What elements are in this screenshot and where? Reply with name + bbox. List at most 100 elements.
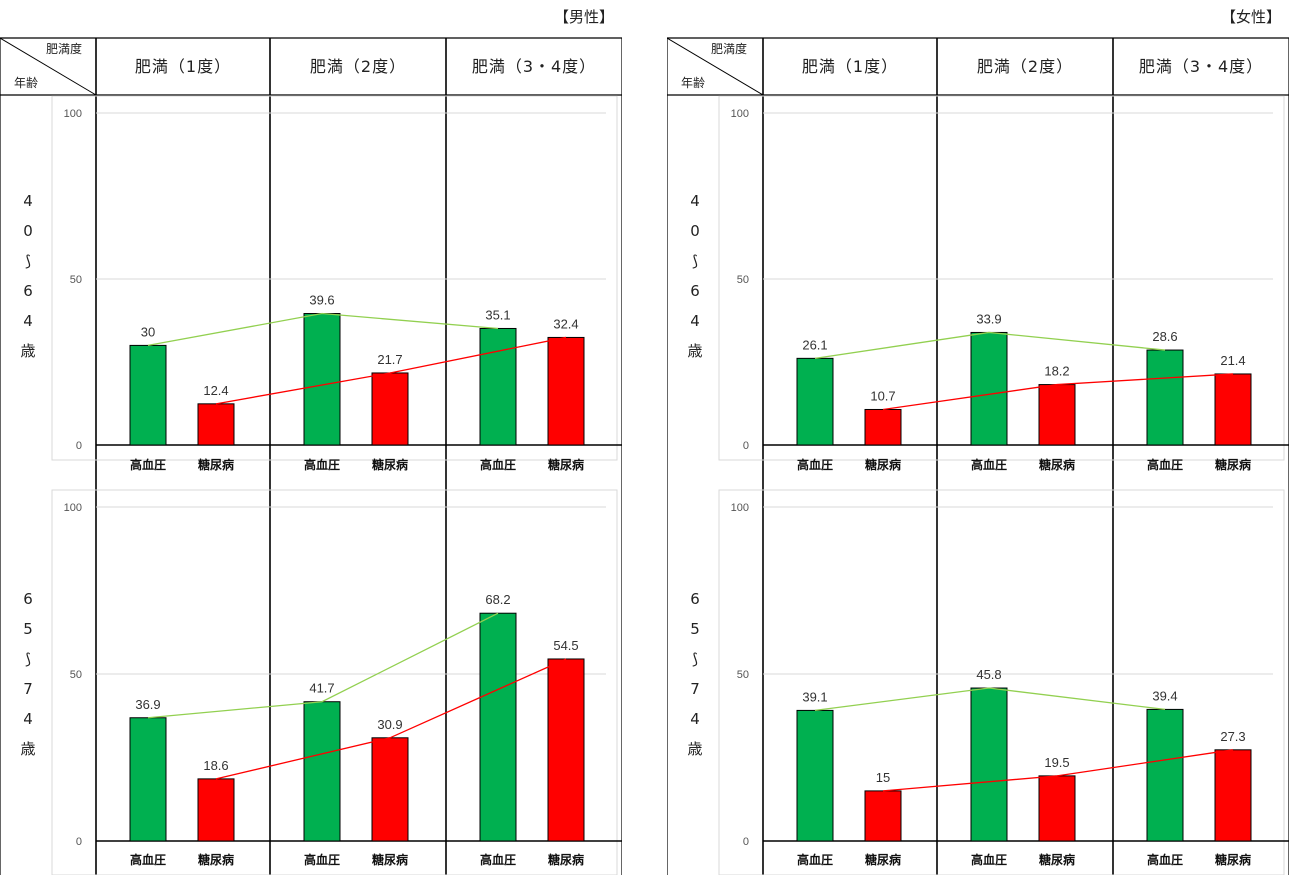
data-label: 54.5 — [553, 638, 578, 653]
data-label: 26.1 — [802, 337, 827, 352]
column-header-obesity-3-4: 肥満（3・4度） — [1138, 57, 1264, 76]
gender-label: 【男性】 — [553, 8, 614, 26]
bar — [129, 344, 167, 446]
data-label: 33.9 — [976, 311, 1001, 326]
age-char: 6 — [690, 590, 700, 608]
male-chart-grid: 05010030高血圧39.6高血圧35.1高血圧12.4糖尿病21.7糖尿病3… — [0, 37, 622, 875]
plot-area-frame — [51, 95, 618, 461]
bar-category-label: 糖尿病 — [1215, 852, 1251, 867]
diabetes-trend-line — [882, 749, 1234, 792]
corner-label-age: 年齢 — [14, 76, 39, 90]
data-label: 30 — [141, 324, 155, 339]
bar-category-label: 高血圧 — [480, 852, 516, 867]
age-char: 4 — [690, 192, 700, 210]
data-label: 21.7 — [377, 352, 402, 367]
bar — [1038, 384, 1076, 446]
age-char: 0 — [690, 222, 700, 240]
column-header-obesity-1: 肥満（1度） — [134, 57, 232, 76]
bar — [479, 327, 517, 446]
bar — [970, 687, 1008, 842]
bar — [970, 331, 1008, 446]
bar-category-label: 高血圧 — [797, 852, 833, 867]
bar — [547, 336, 585, 446]
age-char: ⟆ — [25, 650, 31, 668]
bar — [796, 709, 834, 842]
bar — [547, 658, 585, 842]
y-tick-label: 0 — [76, 440, 82, 452]
age-char: 5 — [23, 620, 33, 638]
data-label: 32.4 — [553, 316, 578, 331]
bar — [1214, 373, 1252, 446]
bar — [303, 313, 341, 446]
bar-category-label: 高血圧 — [971, 457, 1007, 472]
age-label-65-74: 6 5 ⟆ 7 4 歳 — [685, 584, 705, 764]
plot-area-frame — [718, 489, 1285, 875]
hypertension-trend-line — [147, 312, 499, 347]
bar — [303, 701, 341, 842]
data-label: 45.8 — [976, 667, 1001, 682]
age-char: 歳 — [20, 342, 36, 360]
hypertension-trend-line — [814, 687, 1166, 712]
bar-category-label: 糖尿病 — [1039, 852, 1075, 867]
age-label-65-74: 6 5 ⟆ 7 4 歳 — [18, 584, 38, 764]
bar-category-label: 糖尿病 — [372, 852, 408, 867]
data-label: 39.6 — [309, 293, 334, 308]
bar — [1038, 775, 1076, 842]
age-char: ⟆ — [692, 252, 698, 270]
bar-category-label: 高血圧 — [304, 457, 340, 472]
bar — [1146, 349, 1184, 446]
bar — [864, 408, 902, 446]
hypertension-trend-line — [147, 612, 499, 719]
y-tick-label: 100 — [64, 108, 82, 120]
age-char: 5 — [690, 620, 700, 638]
bar — [864, 790, 902, 842]
age-char: 4 — [23, 312, 33, 330]
diabetes-trend-line — [215, 658, 567, 780]
column-header-obesity-2: 肥満（2度） — [976, 57, 1074, 76]
age-char: 6 — [23, 282, 33, 300]
bar-category-label: 糖尿病 — [865, 457, 901, 472]
bar-category-label: 糖尿病 — [1215, 457, 1251, 472]
age-char: 0 — [23, 222, 33, 240]
y-tick-label: 0 — [76, 836, 82, 848]
bar — [197, 778, 235, 842]
data-label: 27.3 — [1220, 729, 1245, 744]
age-char: 歳 — [687, 740, 703, 758]
bar — [129, 717, 167, 842]
corner-diagonal — [667, 37, 764, 96]
bar-category-label: 糖尿病 — [548, 457, 584, 472]
female-panel: 【女性】 肥満度 年齢 肥満（1度） 肥満（2度） 肥満（3・4度） 4 0 ⟆… — [667, 0, 1289, 875]
data-label: 30.9 — [377, 717, 402, 732]
corner-diagonal — [0, 37, 97, 96]
data-label: 39.4 — [1152, 688, 1177, 703]
data-label: 36.9 — [135, 697, 160, 712]
bar — [796, 357, 834, 446]
data-label: 15 — [876, 770, 890, 785]
bar-category-label: 糖尿病 — [372, 457, 408, 472]
bar-category-label: 糖尿病 — [198, 852, 234, 867]
bar — [479, 612, 517, 842]
age-char: 4 — [23, 192, 33, 210]
y-tick-label: 100 — [731, 502, 749, 514]
bar-category-label: 糖尿病 — [865, 852, 901, 867]
age-char: 4 — [690, 710, 700, 728]
age-char: 7 — [690, 680, 700, 698]
age-char: ⟆ — [692, 650, 698, 668]
y-tick-label: 100 — [731, 108, 749, 120]
bar-category-label: 高血圧 — [480, 457, 516, 472]
data-label: 35.1 — [485, 307, 510, 322]
data-label: 19.5 — [1044, 755, 1069, 770]
y-tick-label: 0 — [743, 836, 749, 848]
male-panel: 【男性】 肥満度 年齢 肥満（1度） 肥満（2度） 肥満（3・4度） 4 0 ⟆… — [0, 0, 622, 875]
y-tick-label: 50 — [70, 274, 82, 286]
data-label: 18.6 — [203, 758, 228, 773]
age-char: 6 — [690, 282, 700, 300]
bar-category-label: 糖尿病 — [1039, 457, 1075, 472]
bar-category-label: 高血圧 — [130, 457, 166, 472]
corner-label-obesity: 肥満度 — [46, 42, 83, 56]
y-tick-label: 0 — [743, 440, 749, 452]
data-label: 12.4 — [203, 383, 228, 398]
corner-label-age: 年齢 — [681, 76, 706, 90]
bar — [371, 372, 409, 446]
bar-category-label: 高血圧 — [797, 457, 833, 472]
